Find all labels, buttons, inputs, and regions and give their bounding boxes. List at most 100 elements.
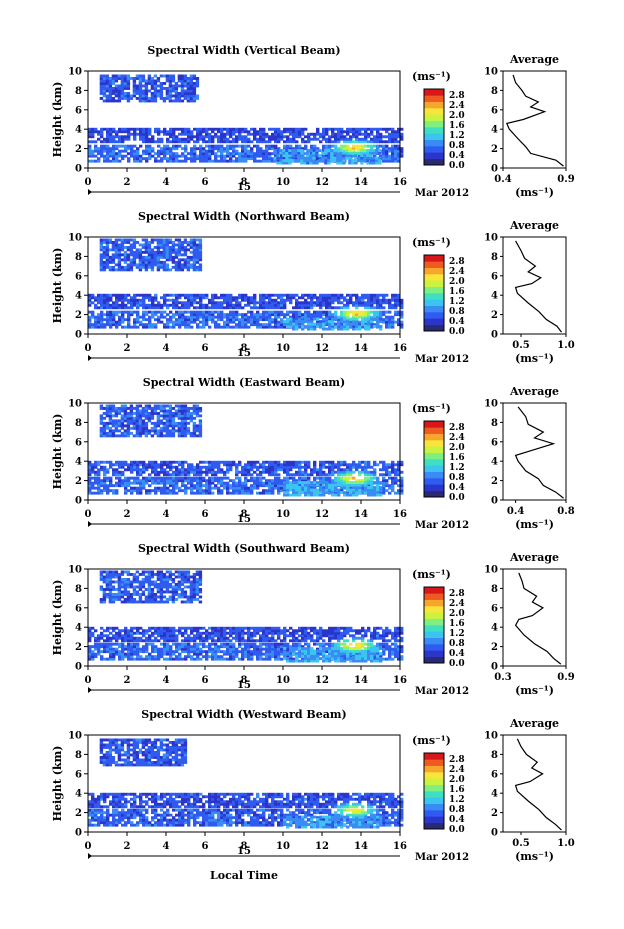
heatmap-cell [286,325,290,328]
heatmap-cell [138,258,143,262]
heatmap-cell [189,77,194,80]
heatmap-cell [169,481,173,485]
heatmap-cell [196,301,200,305]
colorbar-tick-label: 0.4 [449,317,465,327]
heatmap-cell [244,323,248,327]
heatmap-cell [310,313,314,317]
heatmap-cell [139,301,143,305]
heatmap-cell [217,318,221,322]
heatmap-cell [352,320,356,323]
heatmap-cell [129,243,134,247]
heatmap-cell [183,79,188,83]
heatmap-cell [148,303,152,307]
heatmap-cell [226,127,230,131]
heatmap-cell [241,152,245,156]
heatmap-cell [165,250,170,254]
x-tick-label: 8 [241,343,248,354]
heatmap-cell [226,491,230,495]
heatmap-cell [165,412,170,415]
heatmap-cell [180,74,185,78]
x-tick-label: 0 [85,509,92,520]
heatmap-cell [253,296,257,300]
heatmap-cell [304,315,308,319]
heatmap-layer [283,317,383,331]
heatmap-cell [151,313,155,317]
heatmap-cell [102,421,107,425]
heatmap-cell [247,301,251,305]
heatmap-cell [150,82,155,85]
heatmap-cell [265,313,269,317]
heatmap-cell [156,429,161,433]
heatmap-cell [355,303,359,307]
heatmap-cell [196,147,200,151]
heatmap-cell [247,491,251,495]
heatmap-cell [283,465,287,469]
heatmap-cell [162,250,167,254]
heatmap-cell [333,159,337,162]
heatmap-cell [346,144,350,148]
heatmap-cell [175,318,179,322]
heatmap-cell [172,298,176,302]
heatmap-cell [274,144,278,148]
heatmap-cell [253,306,257,310]
heatmap-cell [217,313,221,317]
heatmap-cell [382,486,386,490]
heatmap-cell [307,320,311,324]
heatmap-cell [325,491,329,494]
heatmap-cell [105,595,110,599]
colorbar-segment [424,133,444,140]
heatmap-cell [189,431,194,435]
heatmap-cell [382,144,386,148]
heatmap-cell [292,315,296,319]
heatmap-cell [154,491,158,495]
heatmap-cell [277,147,281,151]
heatmap-cell [328,306,332,310]
heatmap-cell [313,465,317,469]
heatmap-cell [105,250,110,254]
heatmap-cell [88,484,92,488]
heatmap-cell [391,306,395,310]
heatmap-cell [180,92,185,95]
heatmap-cell [262,154,266,158]
heatmap-cell [186,426,191,430]
colorbar-segment [424,95,444,102]
heatmap-cell [91,470,95,474]
heatmap-cell [183,248,188,252]
heatmap-cell [339,161,343,165]
heatmap-cell [109,130,113,134]
heatmap-cell [171,94,176,98]
heatmap-cell [271,320,275,324]
heatmap-cell [298,491,302,494]
heatmap-cell [117,97,122,100]
heatmap-cell [129,412,134,415]
heatmap-cell [181,293,185,297]
heatmap-cell [235,306,239,310]
heatmap-cell [147,250,152,254]
heatmap-cell [358,303,362,307]
heatmap-cell [196,479,200,483]
heatmap-cell [322,476,326,480]
heatmap-cell [238,303,242,307]
heatmap-cell [160,130,164,134]
heatmap-cell [123,424,128,428]
heatmap-cell [397,465,401,469]
heatmap-cell [289,132,293,136]
heatmap-cell [130,489,134,493]
colorbar-segment [424,286,444,294]
heatmap-cell [129,253,134,257]
heatmap-cell [388,137,392,141]
heatmap-cell [280,463,284,467]
heatmap-cell [115,476,119,480]
heatmap-cell [127,484,131,488]
heatmap-cell [223,306,227,310]
heatmap-cell [163,479,167,483]
heatmap-cell [115,135,119,139]
heatmap-cell [111,414,116,418]
heatmap-cell [181,484,185,488]
heatmap-cell [388,140,392,144]
heatmap-cell [277,149,281,153]
heatmap-cell [244,489,248,493]
heatmap-cell [132,598,137,601]
heatmap-cell [367,322,371,326]
heatmap-cell [397,298,401,302]
